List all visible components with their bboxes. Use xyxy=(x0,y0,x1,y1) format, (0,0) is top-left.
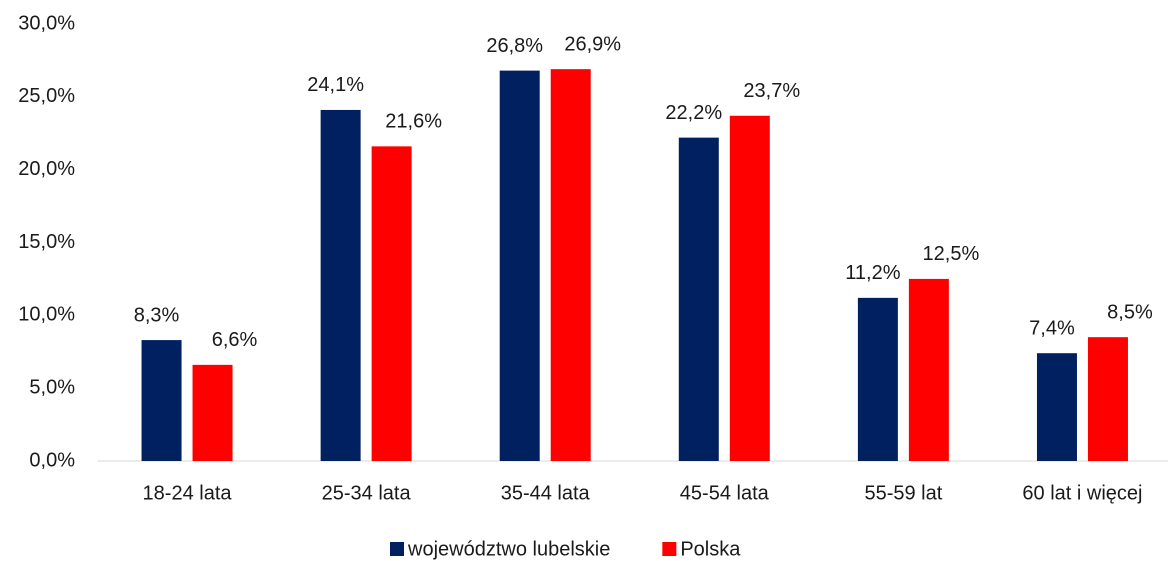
x-tick-label: 25-34 lata xyxy=(322,482,412,504)
bar xyxy=(550,69,591,461)
data-label: 12,5% xyxy=(923,243,980,265)
bar xyxy=(320,109,361,462)
bar xyxy=(371,146,412,462)
legend-swatch xyxy=(390,542,404,556)
data-label: 7,4% xyxy=(1029,317,1075,339)
bar xyxy=(1087,337,1128,461)
x-tick-label: 35-44 lata xyxy=(501,482,591,504)
x-tick-label: 55-59 lat xyxy=(864,482,942,504)
data-label: 24,1% xyxy=(307,74,364,96)
bar xyxy=(141,340,182,461)
bar xyxy=(908,278,949,461)
bar xyxy=(729,115,770,462)
data-label: 23,7% xyxy=(743,80,800,102)
data-label: 26,8% xyxy=(486,35,543,57)
bar xyxy=(857,297,898,461)
y-tick-label: 25,0% xyxy=(18,85,75,107)
data-label: 8,3% xyxy=(134,304,180,326)
bar xyxy=(192,364,233,461)
data-label: 6,6% xyxy=(212,329,258,351)
y-tick-label: 20,0% xyxy=(18,158,75,180)
x-tick-label: 45-54 lata xyxy=(680,482,770,504)
data-label: 21,6% xyxy=(385,111,442,133)
bar xyxy=(1036,353,1077,461)
data-label: 22,2% xyxy=(665,102,722,124)
bar xyxy=(678,137,719,461)
data-label: 26,9% xyxy=(564,33,621,55)
data-label: 11,2% xyxy=(845,262,900,284)
bar xyxy=(499,70,540,461)
data-label: 8,5% xyxy=(1107,301,1153,323)
legend-label: województwo lubelskie xyxy=(407,538,610,560)
y-tick-label: 10,0% xyxy=(18,304,75,326)
legend-label: Polska xyxy=(680,538,741,560)
y-tick-label: 30,0% xyxy=(18,12,75,34)
y-tick-label: 15,0% xyxy=(18,231,75,253)
y-tick-label: 5,0% xyxy=(29,376,75,398)
legend-swatch xyxy=(662,542,677,556)
y-tick-label: 0,0% xyxy=(29,449,75,471)
x-tick-label: 18-24 lata xyxy=(143,482,233,504)
x-tick-label: 60 lat i więcej xyxy=(1022,482,1142,504)
